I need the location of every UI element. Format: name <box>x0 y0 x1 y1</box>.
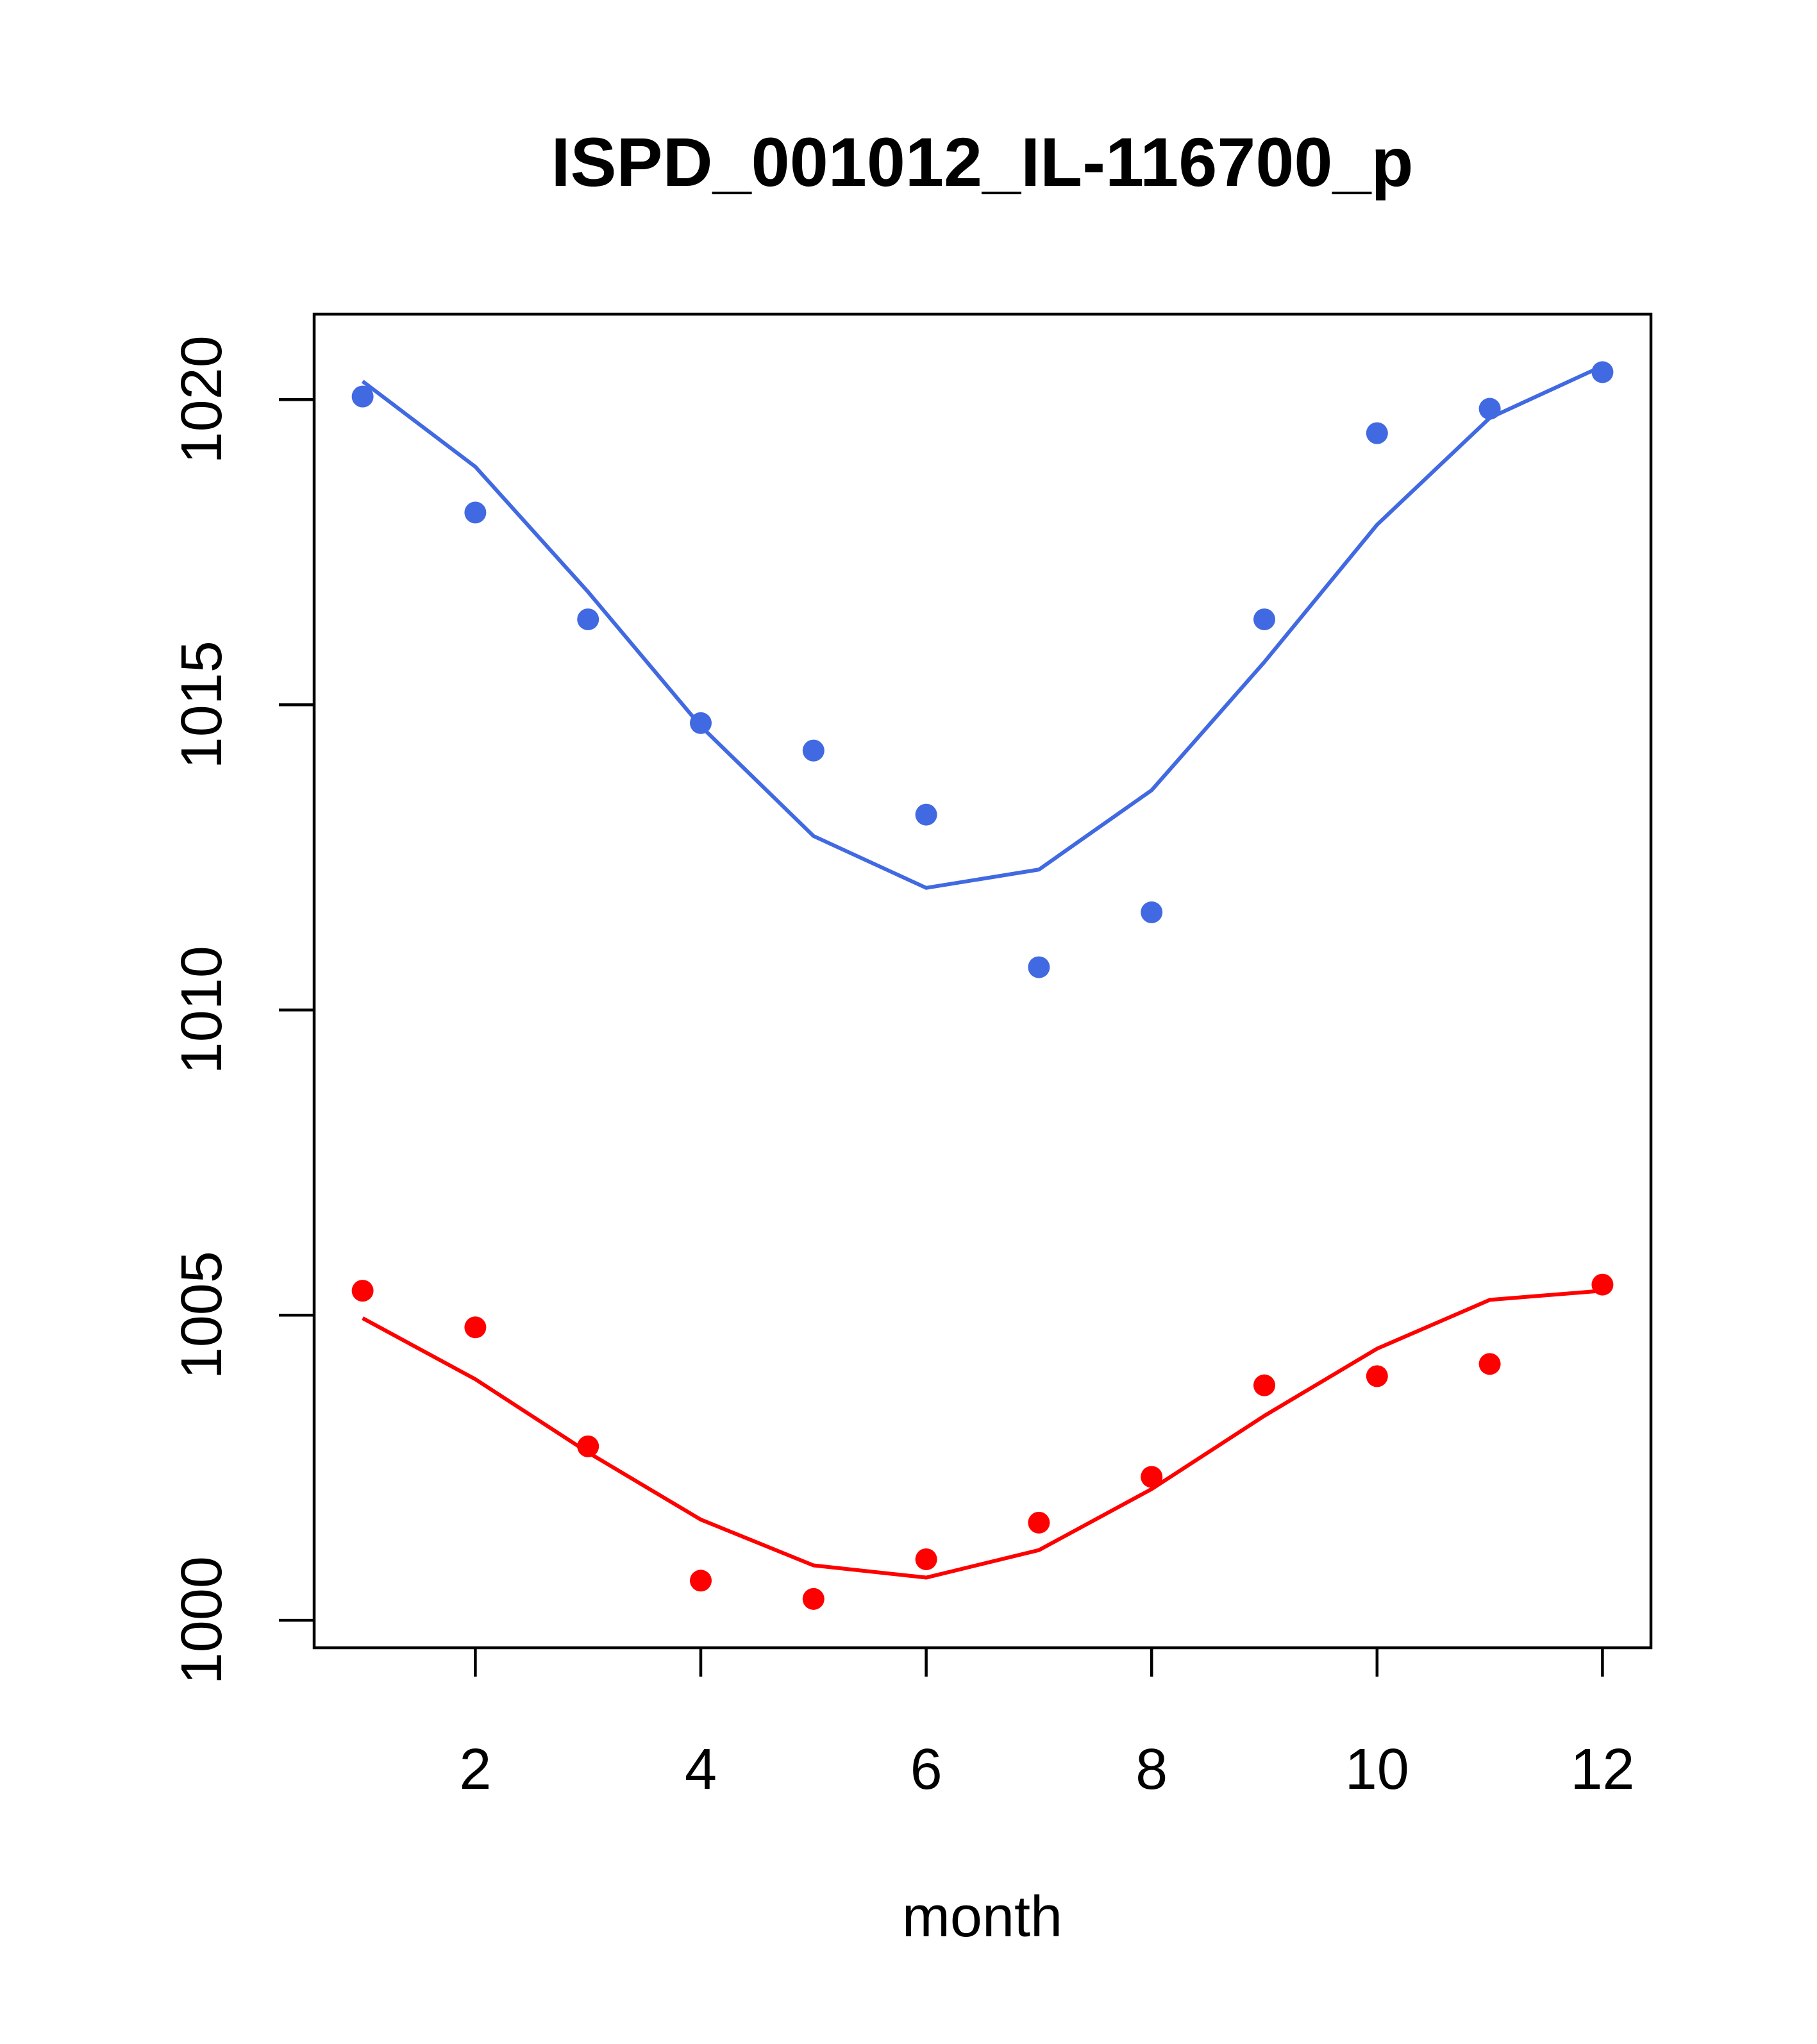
plot-frame <box>312 312 1653 1650</box>
data-point <box>577 1435 599 1457</box>
data-point <box>689 712 712 734</box>
y-tick-label: 1020 <box>170 335 234 464</box>
x-tick-label: 4 <box>685 1738 717 1802</box>
data-point <box>351 385 374 408</box>
data-point <box>802 739 825 762</box>
data-point <box>689 1570 712 1592</box>
data-point <box>1478 1353 1501 1375</box>
chart-title: ISPD_001012_IL-116700_p <box>551 123 1414 201</box>
data-point <box>1591 361 1614 383</box>
data-point <box>464 1316 487 1339</box>
x-tick-label: 6 <box>910 1738 942 1802</box>
data-point <box>1253 608 1276 630</box>
data-point <box>464 501 487 524</box>
x-tick-label: 2 <box>459 1738 491 1802</box>
series-layer <box>351 361 1614 1610</box>
y-tick-label: 1005 <box>170 1251 234 1379</box>
series-line <box>361 364 1603 890</box>
data-point <box>1141 1466 1163 1488</box>
y-tick-label: 1000 <box>170 1556 234 1684</box>
data-point <box>915 1548 937 1570</box>
data-point <box>915 803 937 826</box>
series-line <box>362 1289 1603 1580</box>
data-point <box>1366 1365 1388 1387</box>
series-1 <box>351 1273 1614 1610</box>
x-axis-label: month <box>902 1885 1062 1949</box>
data-point <box>802 1587 825 1610</box>
y-axis: 1000 1005 1010 1015 1020 <box>170 335 314 1684</box>
series-0 <box>351 361 1614 978</box>
data-point <box>1253 1374 1276 1396</box>
data-point <box>1478 398 1501 420</box>
data-point <box>1141 901 1163 923</box>
y-tick-label: 1010 <box>170 946 234 1074</box>
y-tick-label: 1015 <box>170 641 234 769</box>
data-point <box>1366 422 1388 444</box>
x-tick-label: 10 <box>1345 1738 1409 1802</box>
data-point <box>1028 956 1050 978</box>
x-axis: 2 4 6 8 10 12 <box>459 1648 1634 1802</box>
data-point <box>1028 1511 1050 1534</box>
data-point <box>351 1280 374 1302</box>
data-point <box>577 608 599 630</box>
x-tick-label: 12 <box>1570 1738 1634 1802</box>
x-tick-label: 8 <box>1135 1738 1168 1802</box>
data-point <box>1591 1273 1614 1296</box>
